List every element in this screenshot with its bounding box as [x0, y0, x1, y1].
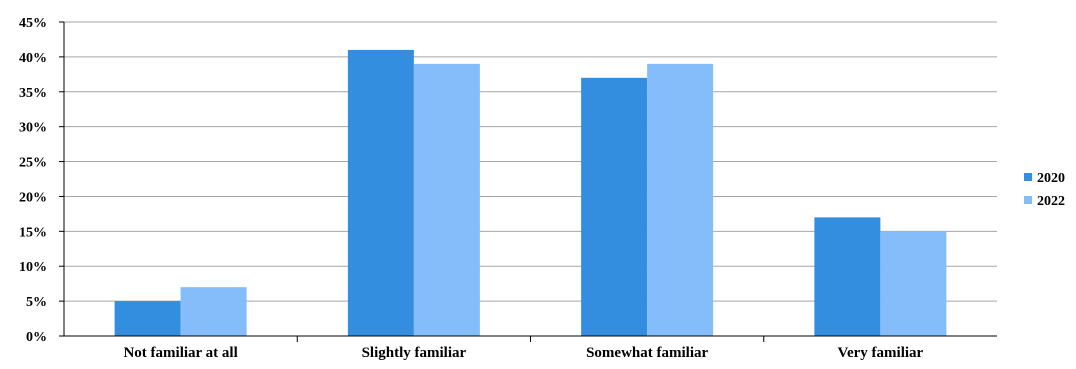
- x-tick-label: Somewhat familiar: [586, 345, 708, 361]
- legend-label-2022: 2022: [1037, 194, 1065, 209]
- bars: [114, 49, 947, 337]
- y-tick-label: 20%: [19, 190, 47, 205]
- legend-swatch-2022: [1024, 196, 1032, 204]
- x-tick-label: Very familiar: [838, 345, 924, 361]
- bar-2020-0: [114, 301, 181, 336]
- legend: 2020 2022: [1024, 171, 1065, 209]
- y-tick-label: 30%: [19, 121, 47, 136]
- bar-2020-2: [581, 77, 648, 337]
- x-axis-tick-labels: Not familiar at all Slightly familiar Some…: [123, 345, 923, 361]
- legend-label-2020: 2020: [1037, 171, 1065, 186]
- y-tick-label: 0%: [26, 330, 47, 345]
- x-tick-label: Slightly familiar: [362, 345, 467, 361]
- bar-2020-1: [347, 49, 414, 337]
- y-tick-label: 35%: [19, 86, 47, 101]
- axes: [59, 21, 997, 342]
- y-tick-label: 25%: [19, 156, 47, 171]
- x-tick-label: Not familiar at all: [123, 345, 237, 361]
- bar-2022-3: [880, 231, 947, 336]
- y-tick-label: 45%: [19, 16, 47, 31]
- y-axis-tick-labels: 0% 5% 10% 15% 20% 25% 30% 35% 40% 45%: [19, 16, 47, 345]
- y-tick-label: 5%: [26, 295, 47, 310]
- bar-2022-2: [647, 63, 714, 336]
- y-tick-label: 10%: [19, 260, 47, 275]
- y-tick-label: 40%: [19, 51, 47, 66]
- y-tick-label: 15%: [19, 225, 47, 240]
- legend-swatch-2020: [1024, 173, 1032, 181]
- bar-2022-0: [180, 287, 247, 336]
- bar-2022-1: [413, 63, 480, 336]
- gridlines: [64, 21, 997, 302]
- bar-2020-3: [814, 217, 881, 336]
